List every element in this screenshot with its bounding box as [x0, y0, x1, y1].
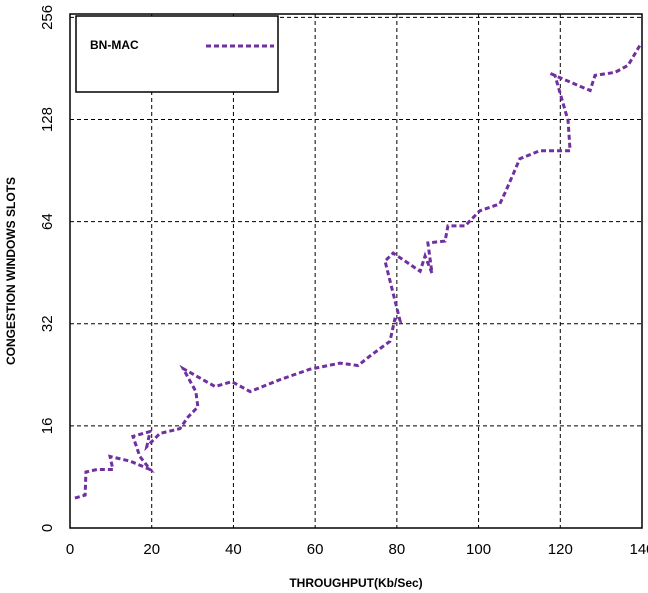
y-tick-label: 128	[39, 107, 56, 132]
y-tick-label: 0	[39, 524, 56, 532]
x-tick-label: 100	[466, 541, 491, 558]
x-tick-label: 140	[629, 541, 648, 558]
y-tick-label: 64	[39, 213, 56, 230]
legend-label: BN-MAC	[90, 38, 139, 52]
x-tick-label: 80	[389, 541, 406, 558]
plot-frame	[69, 13, 643, 529]
x-tick-label: 40	[225, 541, 242, 558]
x-tick-label: 60	[307, 541, 324, 558]
y-tick-label: 16	[39, 418, 56, 435]
x-tick-label: 0	[66, 541, 74, 558]
x-tick-label: 120	[548, 541, 573, 558]
data-line	[74, 44, 642, 500]
y-tick-label: 256	[39, 5, 56, 30]
x-axis-title: THROUGHPUT(Kb/Sec)	[289, 576, 422, 590]
y-axis-title: CONGESTION WINDOWS SLOTS	[4, 177, 18, 365]
legend-box	[75, 15, 279, 93]
y-tick-label: 32	[39, 315, 56, 332]
x-tick-label: 20	[143, 541, 160, 558]
